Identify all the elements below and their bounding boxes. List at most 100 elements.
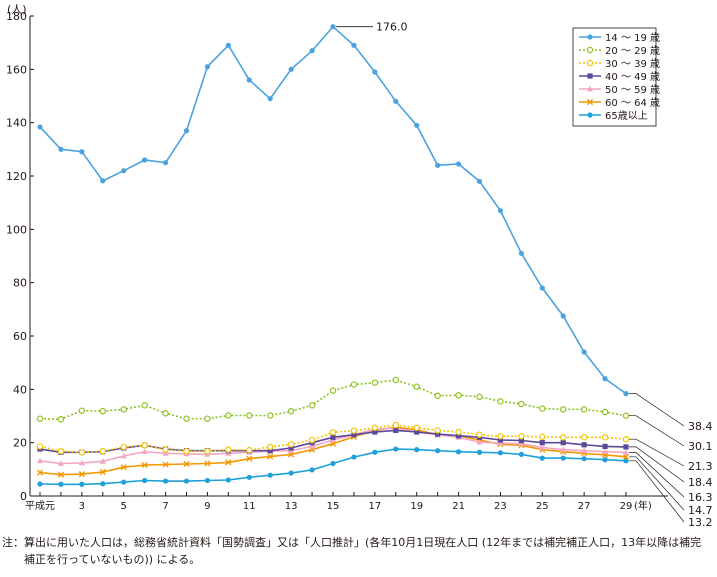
legend-entry-label: 30 ～ 39 歳	[605, 58, 660, 70]
data-point	[37, 481, 43, 487]
data-point	[78, 449, 86, 456]
legend-entry-label: 14 ～ 19 歳	[605, 32, 660, 44]
data-point	[36, 469, 44, 476]
data-point	[351, 454, 357, 460]
data-point	[372, 429, 378, 435]
data-point	[37, 124, 43, 130]
legend: 14 ～ 19 歳20 ～ 29 歳30 ～ 39 歳40 ～ 49 歳50 ～…	[572, 27, 660, 127]
end-label-leader	[629, 446, 685, 483]
data-point	[455, 161, 462, 167]
data-point	[141, 442, 148, 449]
series-2	[36, 376, 630, 423]
legend-entry-label: 60 ～ 64 歳	[605, 97, 660, 109]
end-label-leader	[629, 393, 685, 427]
data-point	[78, 471, 85, 478]
data-point	[434, 392, 441, 399]
data-point	[586, 59, 594, 67]
data-point	[162, 461, 169, 468]
data-point	[371, 424, 379, 431]
data-point	[57, 448, 65, 455]
data-point	[36, 415, 44, 422]
data-point	[497, 450, 504, 456]
data-point	[350, 381, 358, 388]
data-point	[308, 402, 316, 409]
data-point	[225, 446, 232, 453]
y-tick-label: 80	[13, 277, 27, 290]
x-tick-label: 7	[162, 501, 168, 512]
data-point	[288, 470, 294, 476]
data-point	[78, 459, 85, 466]
data-point	[36, 443, 44, 450]
y-unit-label: (人)	[7, 3, 27, 16]
data-point	[539, 285, 545, 291]
data-point	[413, 383, 420, 390]
x-tick-label: 25	[536, 501, 549, 512]
legend-entry-label: 20 ～ 29 歳	[605, 45, 660, 57]
data-point	[79, 481, 85, 487]
end-value-label: 14.7	[688, 504, 713, 517]
data-point	[602, 443, 608, 449]
data-point	[58, 481, 64, 487]
data-point	[162, 410, 169, 417]
data-point	[393, 427, 399, 433]
data-point	[581, 349, 587, 355]
data-point	[602, 376, 608, 382]
data-point	[246, 412, 253, 419]
legend-entry-label: 50 ～ 59 歳	[605, 84, 660, 96]
x-tick-label: 11	[243, 501, 256, 512]
data-point	[560, 446, 567, 452]
data-point	[183, 448, 190, 455]
data-point	[288, 445, 294, 451]
y-tick-label: 100	[6, 223, 27, 236]
end-label-leader	[629, 456, 685, 511]
data-point	[497, 398, 504, 405]
data-point	[99, 458, 106, 464]
data-point	[581, 456, 587, 462]
data-point	[330, 434, 336, 440]
data-point	[246, 446, 253, 454]
series-7	[37, 446, 629, 487]
end-value-label: 38.4	[688, 420, 713, 433]
data-point	[246, 474, 252, 480]
end-label-leader	[629, 452, 685, 498]
data-point	[434, 427, 441, 434]
end-label-leader	[629, 438, 685, 467]
data-point	[476, 449, 483, 455]
y-tick-label: 180	[6, 10, 27, 23]
legend-entry-label: 40 ～ 49 歳	[605, 71, 660, 83]
data-point	[560, 313, 566, 319]
data-point	[309, 48, 315, 54]
data-point	[539, 405, 546, 412]
data-point	[287, 441, 295, 448]
data-point	[225, 477, 231, 483]
data-point	[183, 478, 190, 484]
end-value-label: 21.3	[688, 460, 713, 473]
series-layer	[36, 24, 630, 487]
data-point	[414, 447, 420, 453]
data-point	[586, 98, 594, 106]
x-tick-label: 29	[620, 501, 633, 512]
end-value-label: 16.3	[688, 491, 713, 504]
data-point	[560, 455, 566, 461]
end-value-label: 30.1	[688, 440, 713, 453]
data-point	[57, 460, 64, 466]
x-tick-label: 13	[285, 501, 298, 512]
data-point	[393, 98, 399, 104]
data-point	[267, 448, 273, 454]
data-point	[183, 128, 190, 134]
data-point	[350, 427, 358, 434]
data-point	[560, 406, 567, 413]
data-point	[79, 149, 85, 155]
data-point	[204, 415, 211, 422]
data-point	[351, 432, 357, 438]
series-1	[37, 24, 629, 397]
data-point	[267, 412, 274, 419]
data-point	[497, 440, 504, 446]
data-point	[622, 412, 630, 419]
data-point	[539, 440, 545, 446]
data-point	[329, 429, 337, 436]
footnote: 注：算出に用いた人口は，総務省統計資料「国勢調査」又は「人口推計」(各年10月1…	[2, 534, 714, 568]
y-tick-label: 60	[13, 330, 27, 343]
data-point	[37, 457, 43, 464]
x-tick-label: 17	[368, 501, 381, 512]
